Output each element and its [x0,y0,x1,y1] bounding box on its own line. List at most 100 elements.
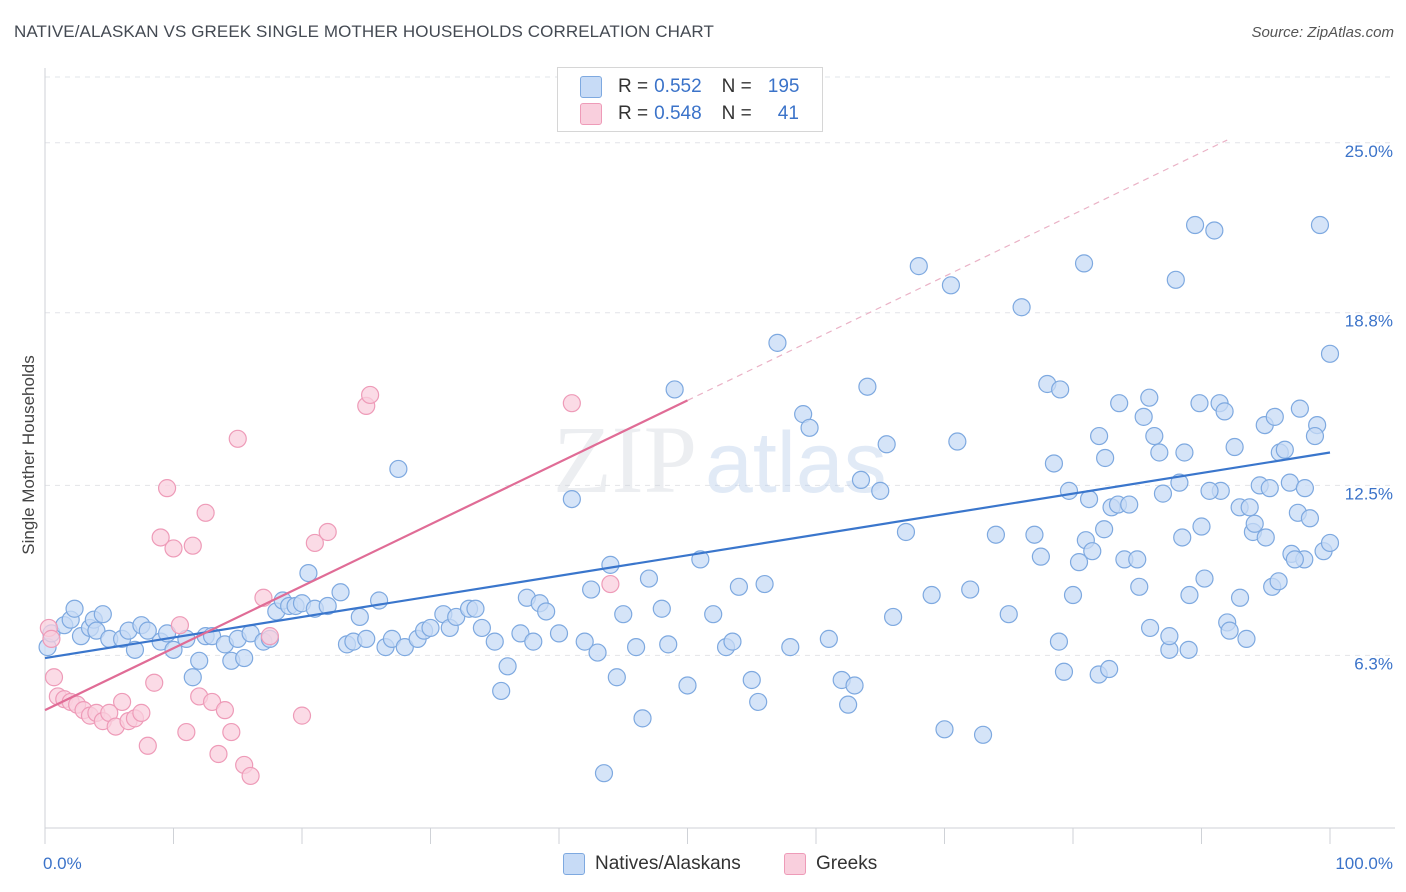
legend-r-value: 0.552 [654,76,702,97]
point-native [871,481,890,500]
point-native [845,676,864,695]
x-tick-label: 100.0% [1335,854,1393,873]
point-native [1160,627,1179,646]
point-native [1153,484,1173,503]
legend-n-value: 41 [777,103,799,124]
point-native [986,525,1006,544]
point-greek [215,701,234,720]
point-native [639,569,659,588]
point-greek [183,536,202,555]
point-greek [361,385,380,405]
point-greek [157,479,177,498]
point-native [909,257,928,276]
y-tick-label: 25.0% [1345,142,1393,161]
point-native [1175,443,1194,462]
point-native [1090,426,1109,446]
point-native [1120,495,1139,514]
point-native [1237,629,1256,648]
point-native [1031,547,1050,566]
point-native [537,602,556,621]
point-greek [170,616,190,635]
point-native [896,522,916,542]
point-native [1179,640,1198,659]
point-native [395,638,414,657]
point-native [704,605,723,624]
point-native [350,607,369,627]
point-native [607,668,626,687]
point-greek [138,736,157,755]
point-native [781,638,800,657]
point-native [87,621,106,640]
point-native [1069,553,1089,572]
point-greek [112,692,132,712]
point-native [1150,443,1169,462]
source-label: Source: ZipAtlas.com [1251,24,1394,41]
point-native [1140,618,1160,638]
point-native [1110,394,1129,413]
legend-n-value: 195 [767,76,800,97]
point-greek [601,574,620,594]
series-greeks-points [39,385,620,786]
legend-swatch-greeks [580,103,602,125]
bottom-legend-natives: Natives/Alaskans [563,852,741,876]
point-native [1012,298,1031,317]
point-native [1310,215,1330,235]
point-native [601,555,620,574]
stats-legend: R = 0.552 N = 195 R = 0.548 N = 41 [557,67,823,132]
point-native [1096,448,1115,468]
point-native [1100,659,1119,679]
point-native [999,605,1018,624]
point-native [485,632,504,651]
point-native [768,333,787,352]
point-native [883,607,903,627]
point-native [575,632,594,651]
y-axis-label: Single Mother Households [19,355,38,554]
point-greek [260,627,279,646]
point-native [652,599,671,618]
point-native [1166,270,1185,289]
point-native [1145,426,1164,446]
point-native [1220,621,1239,640]
point-native [382,629,402,648]
y-tick-label: 6.3% [1354,654,1393,673]
point-native [549,624,569,643]
legend-row-greeks: R = 0.548 N = 41 [580,101,799,127]
bottom-legend-label-greeks: Greeks [816,853,878,874]
point-native [582,580,601,599]
legend-r-value: 0.548 [654,103,702,124]
point-native [1280,473,1299,492]
watermark-atlas: atlas [705,415,887,511]
point-native [858,377,877,396]
point-native [1051,380,1070,399]
point-native [1074,254,1094,273]
point-native [1300,509,1320,528]
point-native [1190,394,1209,413]
point-greek [177,722,196,742]
point-native [472,618,491,638]
point-greek [145,673,164,692]
point-greek [228,429,247,448]
point-native [138,621,157,640]
bottom-legend-greeks: Greeks [784,852,877,876]
x-tick-label: 0.0% [43,854,82,873]
legend-row-natives: R = 0.552 N = 195 [580,74,799,100]
point-native [299,563,318,583]
point-native [1173,528,1192,547]
point-native [1180,585,1199,605]
point-native [421,618,440,638]
point-native [1230,588,1250,607]
point-native [659,635,678,654]
point-native [1285,550,1304,569]
point-native [877,435,896,454]
point-greek [196,503,215,522]
legend-n-label: N = [721,76,752,97]
point-native [1049,632,1069,651]
point-native [183,668,202,687]
legend-swatch-natives [580,76,602,98]
point-native [588,643,607,662]
point-native [65,599,84,618]
point-native [665,380,684,399]
y-tick-labels: 6.3% 12.5% 18.8% 25.0% [1345,142,1393,674]
point-native [1059,481,1079,500]
point-native [1025,525,1044,544]
